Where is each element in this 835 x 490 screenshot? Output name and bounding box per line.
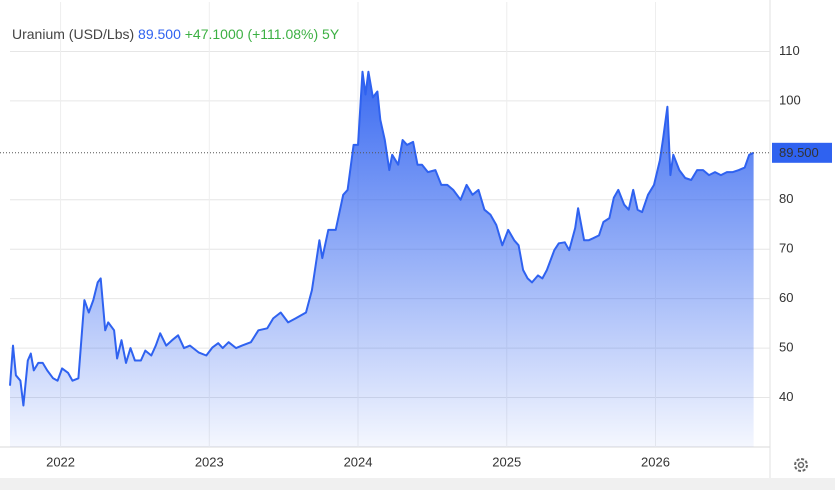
x-tick-label: 2025 <box>492 454 521 469</box>
y-tick-label: 100 <box>779 92 801 107</box>
area <box>10 71 754 447</box>
x-tick-label: 2024 <box>344 454 373 469</box>
last-value: 89.500 <box>138 26 181 42</box>
last-value-label: 89.500 <box>779 145 819 160</box>
title: Uranium (USD/Lbs) <box>12 26 134 42</box>
footer-strip <box>0 478 835 490</box>
y-tick-label: 60 <box>779 290 793 305</box>
settings-icon[interactable] <box>794 458 808 472</box>
plot <box>9 70 755 447</box>
x-tick-label: 2023 <box>195 454 224 469</box>
y-tick-label: 110 <box>779 43 800 58</box>
last-value-badge <box>772 142 832 163</box>
y-tick-label: 50 <box>779 340 793 355</box>
gear-hub[interactable] <box>797 461 805 469</box>
header: Uranium (USD/Lbs) 89.500 +47.1000 (+111.… <box>12 26 340 42</box>
change: +47.1000 <box>185 26 244 42</box>
period: 5Y <box>322 26 340 42</box>
y-tick-label: 80 <box>779 191 793 206</box>
change-pct: (+111.08%) <box>247 26 318 42</box>
gear-teeth[interactable] <box>794 458 808 472</box>
x-tick-label: 2022 <box>46 454 75 469</box>
y-tick-label: 40 <box>779 389 793 404</box>
line <box>9 70 755 407</box>
x-tick-label: 2026 <box>641 454 670 469</box>
y-tick-label: 70 <box>779 241 793 256</box>
